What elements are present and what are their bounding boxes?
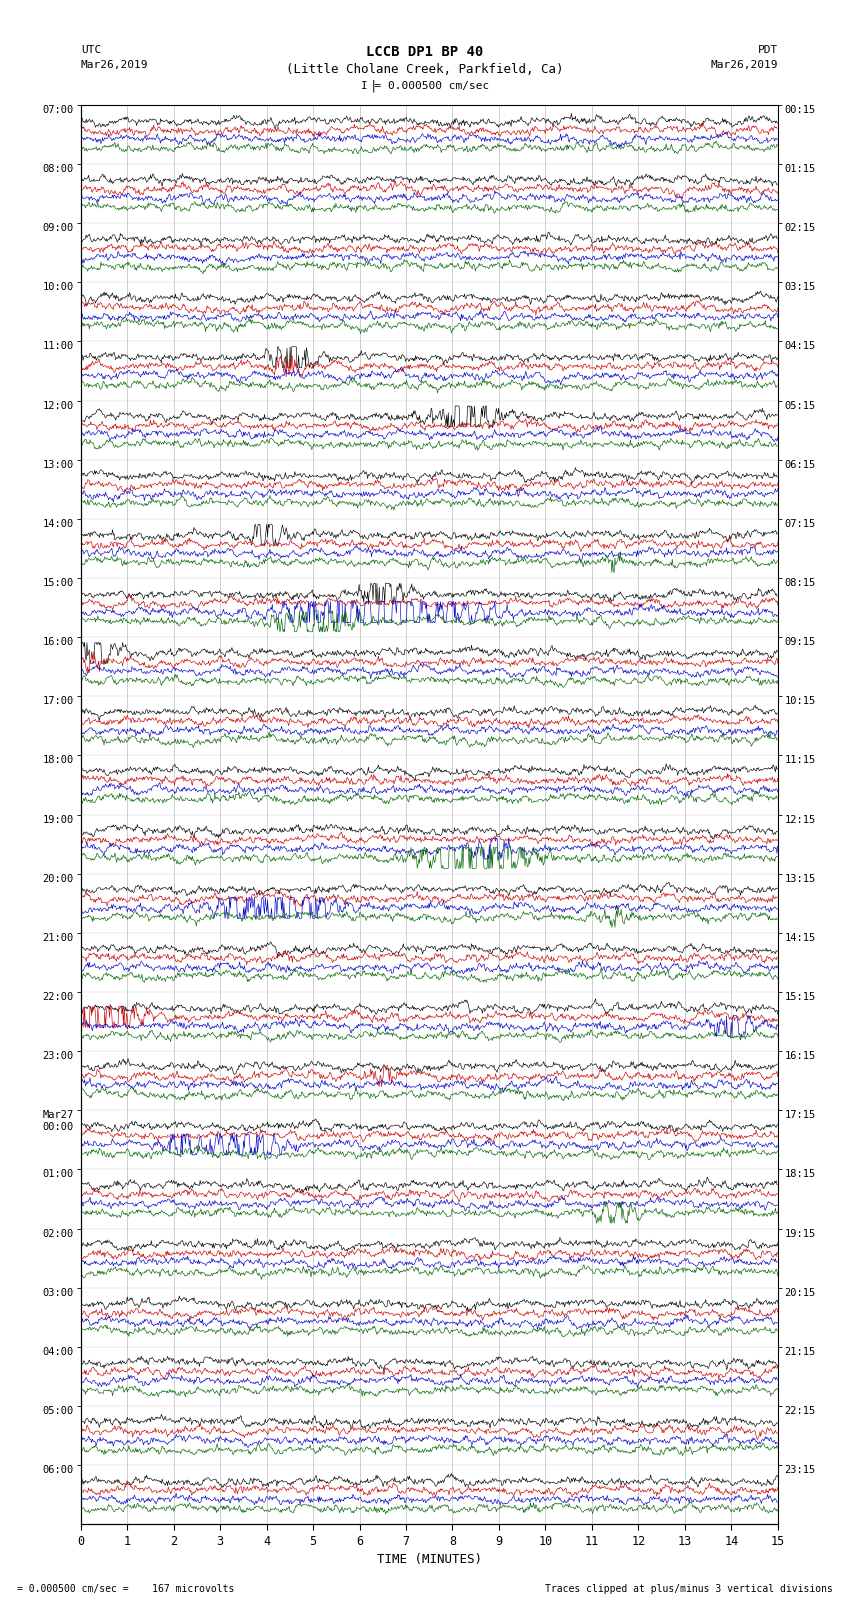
Text: |: | — [370, 79, 377, 92]
Text: Mar26,2019: Mar26,2019 — [81, 60, 148, 69]
Text: (Little Cholane Creek, Parkfield, Ca): (Little Cholane Creek, Parkfield, Ca) — [286, 63, 564, 76]
Text: PDT: PDT — [757, 45, 778, 55]
Text: I = 0.000500 cm/sec: I = 0.000500 cm/sec — [361, 81, 489, 90]
Text: Traces clipped at plus/minus 3 vertical divisions: Traces clipped at plus/minus 3 vertical … — [545, 1584, 833, 1594]
X-axis label: TIME (MINUTES): TIME (MINUTES) — [377, 1553, 482, 1566]
Text: = 0.000500 cm/sec =    167 microvolts: = 0.000500 cm/sec = 167 microvolts — [17, 1584, 235, 1594]
Text: UTC: UTC — [81, 45, 101, 55]
Text: Mar26,2019: Mar26,2019 — [711, 60, 778, 69]
Text: LCCB DP1 BP 40: LCCB DP1 BP 40 — [366, 45, 484, 60]
